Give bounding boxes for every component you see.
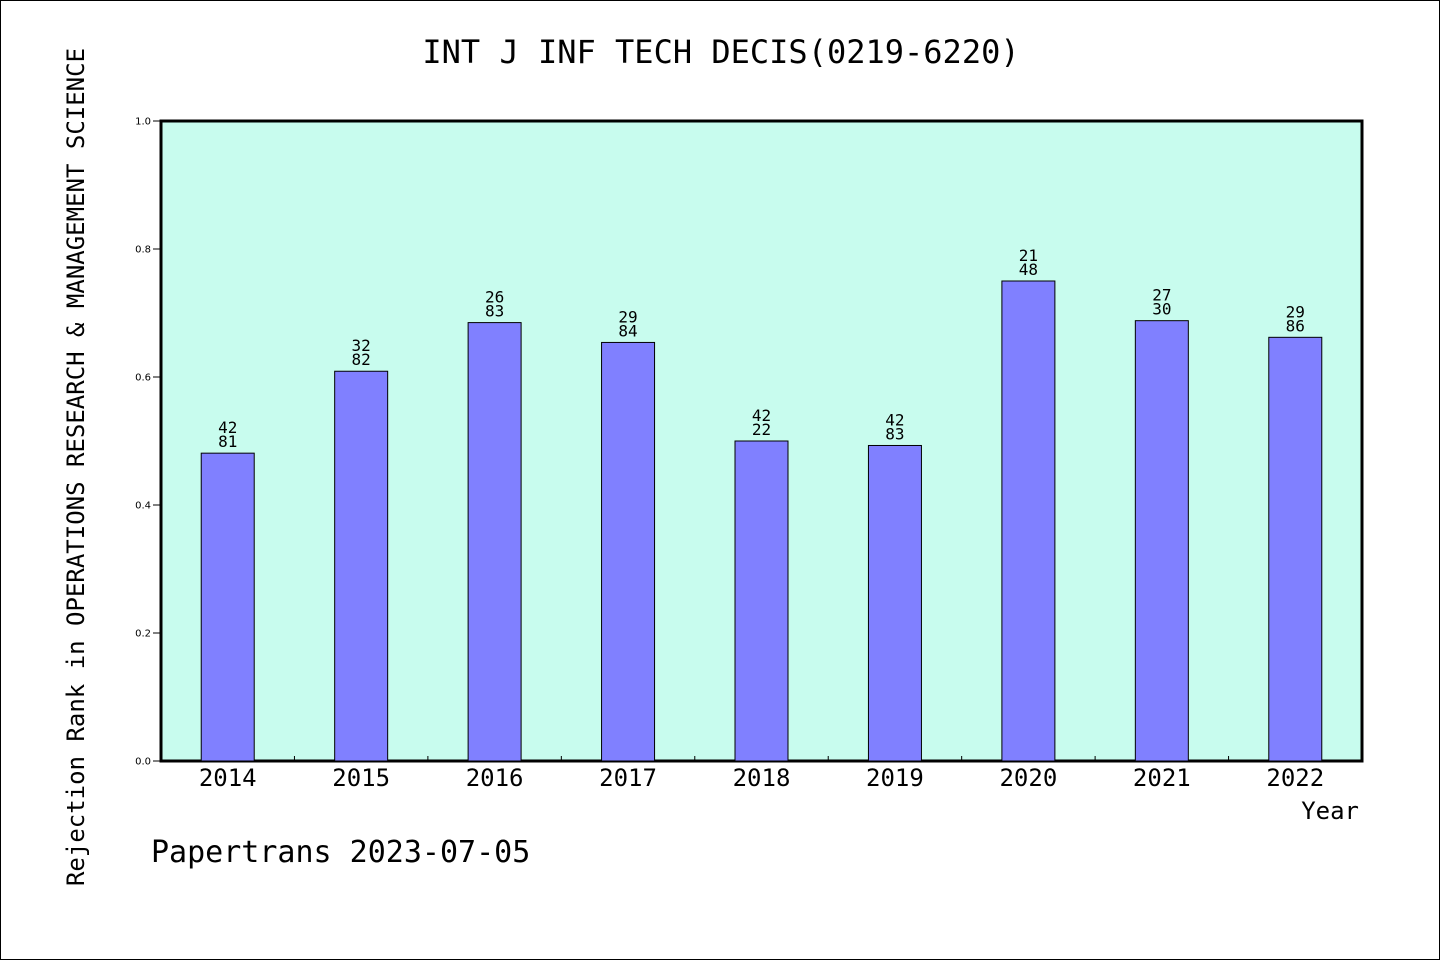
y-tick-label: 1.0 bbox=[135, 117, 151, 128]
bar-label-bottom-2016: 83 bbox=[485, 302, 504, 321]
bar-2019 bbox=[867, 444, 922, 762]
bar-label-top-2014: 42 bbox=[218, 418, 237, 437]
watermark-text: Papertrans 2023-07-05 bbox=[151, 835, 531, 870]
bar-label-top-2020: 21 bbox=[1019, 246, 1038, 265]
bar-label-bottom-2020: 48 bbox=[1019, 260, 1038, 279]
bar-2021 bbox=[1134, 320, 1189, 762]
bar-2014 bbox=[200, 452, 255, 762]
bar-2015 bbox=[334, 370, 389, 762]
x-tick-label-2015: 2015 bbox=[332, 764, 390, 792]
x-axis-label: Year bbox=[1301, 797, 1359, 825]
bar-label-bottom-2017: 84 bbox=[618, 321, 637, 340]
y-tick-label: 0.0 bbox=[135, 757, 151, 768]
y-tick-label: 0.8 bbox=[135, 245, 151, 256]
x-tick-label-2020: 2020 bbox=[999, 764, 1057, 792]
bar-2018 bbox=[734, 440, 789, 762]
x-tick-label-2014: 2014 bbox=[199, 764, 257, 792]
bar-2016 bbox=[467, 322, 522, 762]
bar-label-top-2016: 26 bbox=[485, 288, 504, 307]
x-tick-label-2022: 2022 bbox=[1266, 764, 1324, 792]
bar-label-top-2015: 32 bbox=[352, 336, 371, 355]
x-tick-label-2017: 2017 bbox=[599, 764, 657, 792]
bar-label-top-2022: 29 bbox=[1286, 302, 1305, 321]
y-tick-label: 0.2 bbox=[135, 629, 151, 640]
bar-2020 bbox=[1001, 280, 1056, 762]
bar-label-bottom-2019: 83 bbox=[885, 424, 904, 443]
bar-2017 bbox=[601, 341, 656, 762]
bar-label-bottom-2014: 81 bbox=[218, 432, 237, 451]
bar-label-top-2021: 27 bbox=[1152, 286, 1171, 305]
y-tick-label: 0.6 bbox=[135, 373, 151, 384]
x-tick-label-2016: 2016 bbox=[466, 764, 524, 792]
bar-label-bottom-2015: 82 bbox=[352, 350, 371, 369]
x-axis: 2014 2015 2016 2017 2018 2019 2020 2021 2022 bbox=[199, 756, 1324, 792]
x-tick-label-2021: 2021 bbox=[1133, 764, 1191, 792]
bar-label-top-2017: 29 bbox=[618, 307, 637, 326]
bar-label-bottom-2018: 22 bbox=[752, 420, 771, 439]
bar-label-bottom-2022: 86 bbox=[1286, 316, 1305, 335]
x-tick-label-2018: 2018 bbox=[733, 764, 791, 792]
chart-title: INT J INF TECH DECIS(0219-6220) bbox=[422, 33, 1020, 71]
bar-label-top-2018: 42 bbox=[752, 406, 771, 425]
bar-label-top-2019: 42 bbox=[885, 410, 904, 429]
y-tick-label: 0.4 bbox=[135, 501, 151, 512]
bar-2022 bbox=[1268, 336, 1323, 762]
bar-label-bottom-2021: 30 bbox=[1152, 300, 1171, 319]
y-axis: 0.0 0.2 0.4 0.6 0.8 1.0 bbox=[135, 117, 161, 768]
x-tick-label-2019: 2019 bbox=[866, 764, 924, 792]
